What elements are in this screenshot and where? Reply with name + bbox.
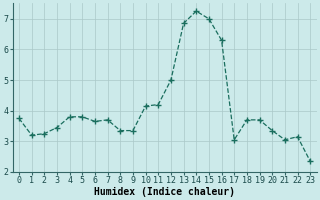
X-axis label: Humidex (Indice chaleur): Humidex (Indice chaleur) bbox=[94, 186, 235, 197]
